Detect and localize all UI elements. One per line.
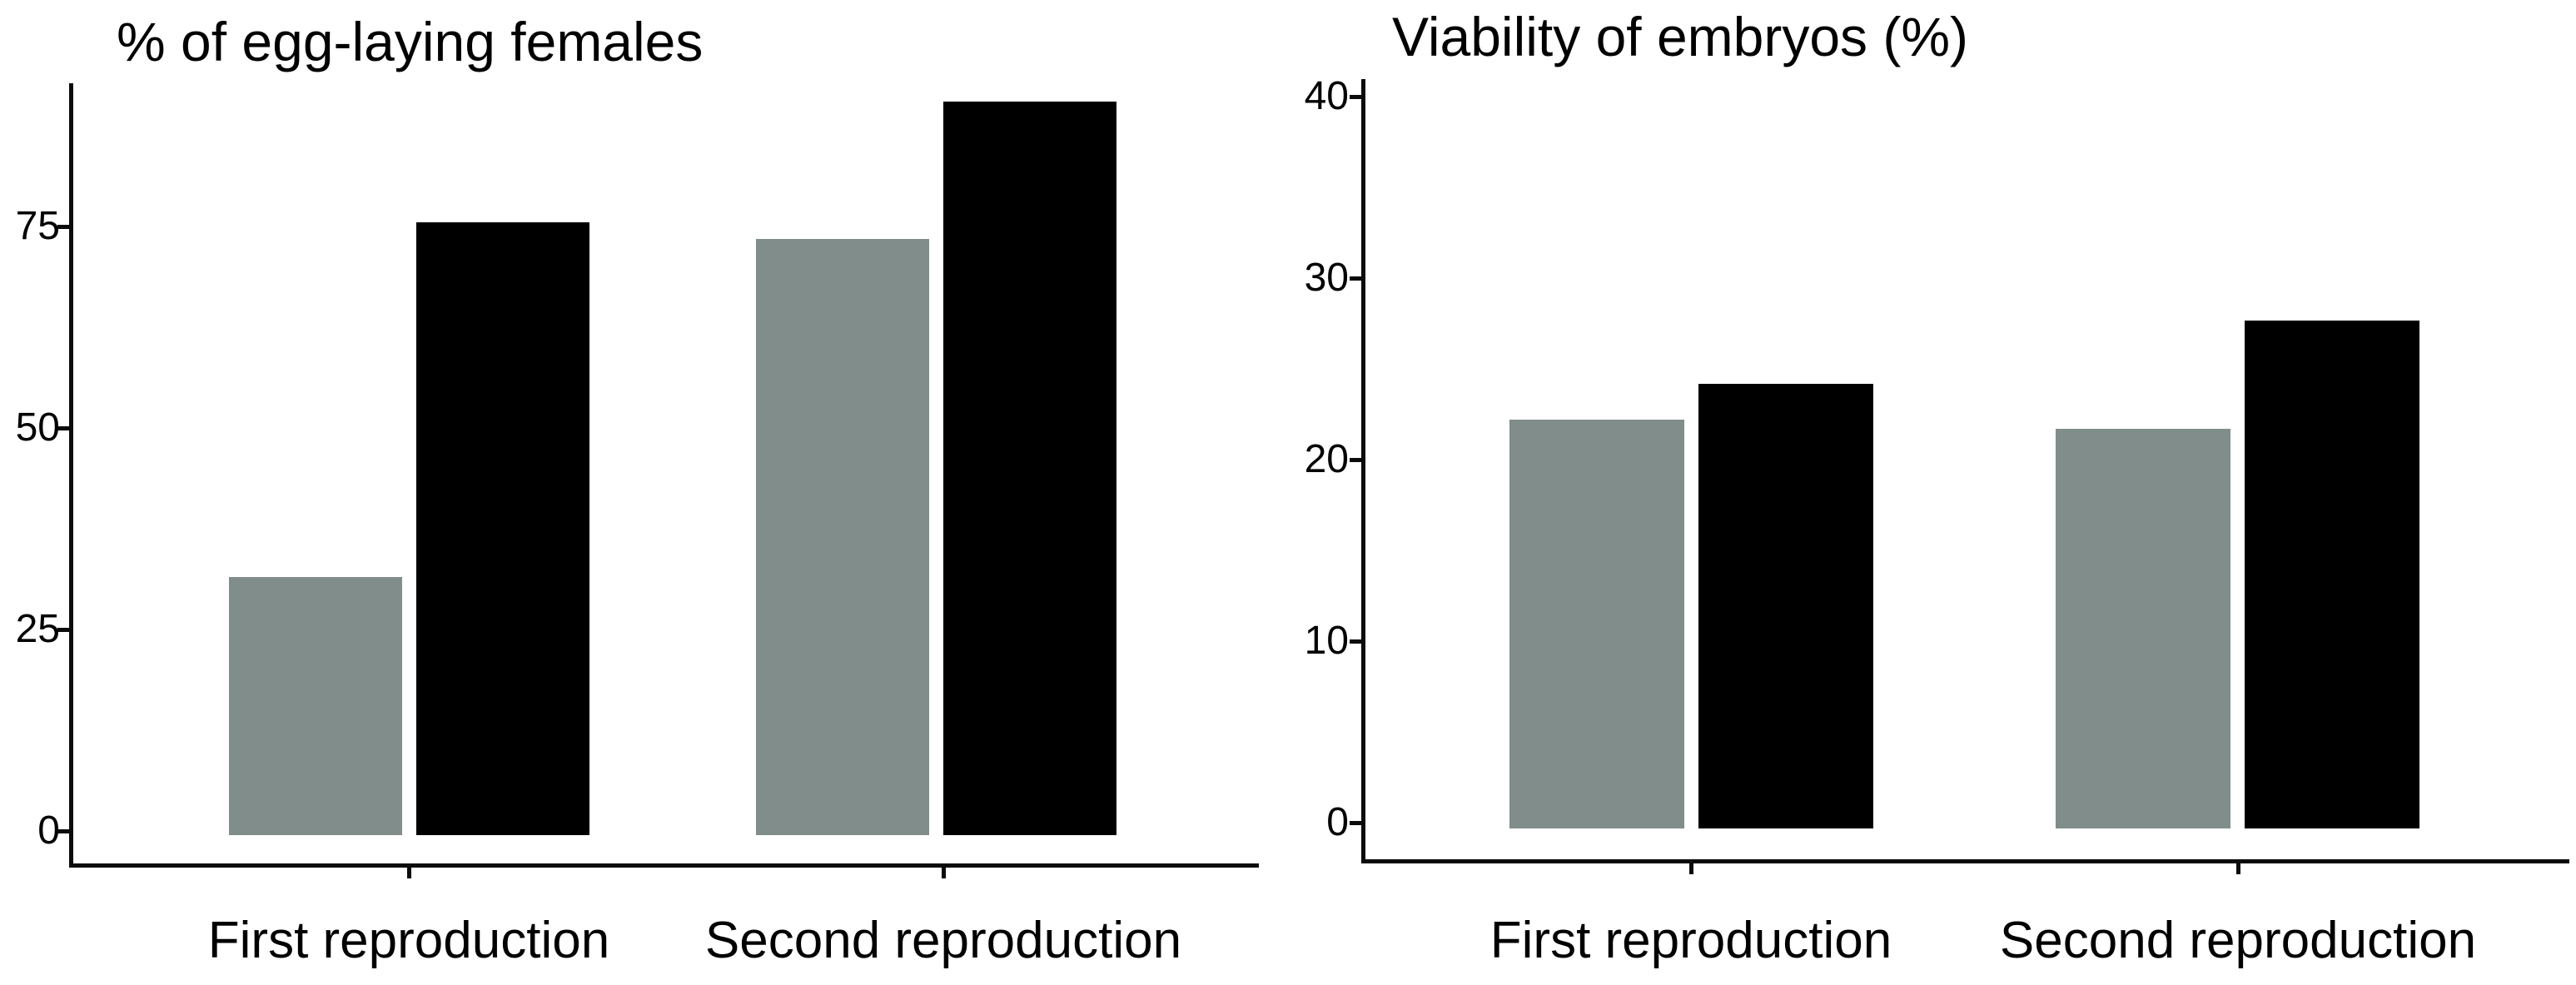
category-label-first-reproduction-right: First reproduction [1489, 912, 1892, 969]
category-label-first-reproduction-left: First reproduction [207, 912, 610, 969]
y-tick-label: 50 [15, 405, 60, 450]
x-tick [407, 868, 411, 878]
y-tick [1350, 95, 1361, 99]
gray-bar [2056, 429, 2230, 828]
y-tick [1350, 458, 1361, 462]
y-axis-line [1361, 79, 1365, 863]
x-tick [2236, 863, 2240, 874]
chart-title-right: Viability of embryos (%) [1392, 6, 1969, 67]
y-tick [57, 829, 69, 833]
y-tick [1350, 821, 1361, 825]
x-axis-line [69, 863, 1259, 868]
y-tick-label: 30 [1304, 256, 1349, 300]
y-tick-label: 40 [1304, 74, 1349, 118]
y-tick [57, 628, 69, 632]
y-tick [1350, 639, 1361, 644]
y-tick-label: 10 [1304, 619, 1349, 663]
x-axis-line [1361, 859, 2569, 863]
x-tick [1689, 863, 1693, 874]
black-bar [943, 102, 1116, 835]
y-tick-label: 0 [37, 808, 60, 853]
y-axis-line [69, 83, 73, 868]
y-tick-label: 0 [1326, 800, 1349, 844]
y-tick-label: 20 [1304, 437, 1349, 481]
chart-title-left: % of egg-laying females [117, 11, 704, 72]
gray-bar [756, 239, 929, 835]
category-label-second-reproduction-right: Second reproduction [1999, 912, 2477, 969]
category-label-second-reproduction-left: Second reproduction [704, 912, 1182, 969]
y-tick [57, 225, 69, 229]
black-bar [2245, 321, 2419, 828]
y-tick [57, 426, 69, 430]
y-tick [1350, 276, 1361, 281]
y-tick-label: 25 [15, 607, 60, 651]
x-tick [942, 868, 946, 878]
black-bar [1698, 384, 1873, 828]
gray-bar [229, 577, 402, 835]
gray-bar [1509, 420, 1684, 828]
y-tick-label: 75 [15, 204, 60, 248]
black-bar [416, 222, 589, 835]
